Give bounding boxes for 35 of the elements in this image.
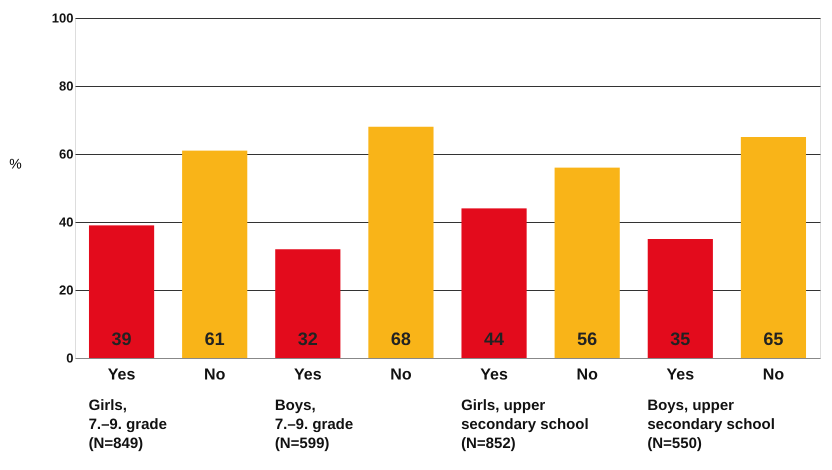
data-label: 68 bbox=[390, 329, 411, 349]
bar bbox=[368, 126, 434, 358]
y-tick-label: 40 bbox=[59, 214, 74, 230]
bar bbox=[275, 249, 340, 358]
text: Boys, upper secondary school (N=550) bbox=[647, 397, 775, 452]
data-label: 39 bbox=[112, 329, 132, 349]
bar bbox=[88, 225, 154, 358]
bar bbox=[648, 239, 713, 358]
x-tick-label: No bbox=[576, 366, 598, 384]
x-tick-label: No bbox=[390, 366, 412, 384]
data-label: 32 bbox=[298, 329, 318, 349]
x-tick-label: Yes bbox=[108, 366, 136, 384]
bar bbox=[182, 150, 248, 358]
data-label: 56 bbox=[577, 329, 598, 349]
data-label: 44 bbox=[484, 329, 504, 349]
x-tick-label: Yes bbox=[666, 366, 694, 384]
y-tick-label: 100 bbox=[52, 10, 74, 26]
text: Girls, upper secondary school (N=852) bbox=[461, 397, 589, 452]
bar bbox=[461, 208, 527, 358]
text: Girls, 7.–9. grade (N=849) bbox=[88, 397, 167, 452]
y-tick-label: 0 bbox=[66, 350, 74, 366]
bar bbox=[554, 168, 620, 358]
y-axis-title: % bbox=[9, 156, 22, 172]
x-tick-label: Yes bbox=[480, 366, 508, 384]
x-tick-label: No bbox=[762, 366, 784, 384]
bar bbox=[740, 137, 806, 358]
data-label: 65 bbox=[763, 329, 784, 349]
data-label: 35 bbox=[670, 329, 690, 349]
y-tick-label: 60 bbox=[59, 146, 74, 162]
x-tick-label: No bbox=[204, 366, 226, 384]
x-tick-label: Yes bbox=[294, 366, 322, 384]
data-label: 61 bbox=[204, 329, 225, 349]
y-tick-label: 80 bbox=[59, 78, 74, 94]
text: Boys, 7.–9. grade (N=599) bbox=[274, 397, 354, 452]
y-tick-label: 20 bbox=[59, 282, 74, 298]
